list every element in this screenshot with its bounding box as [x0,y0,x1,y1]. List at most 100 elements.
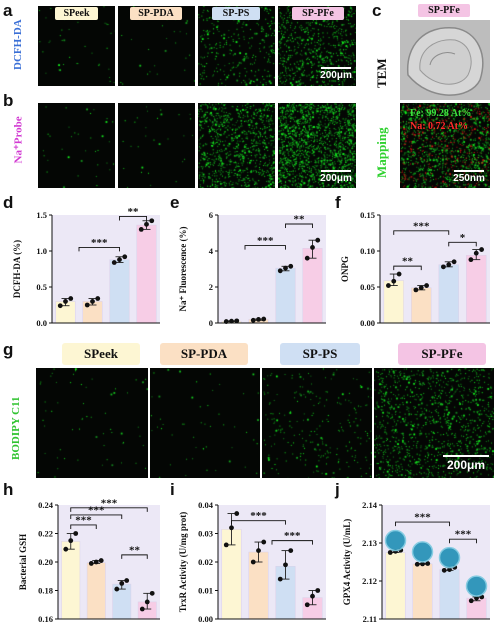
y-axis-label: TrxR Activity (U/mg prot) [178,512,188,612]
significance-label: ** [402,256,414,268]
data-point [310,593,315,599]
bar [438,264,459,324]
data-point [250,317,256,323]
significance-label: *** [257,235,274,247]
fluor-canvas [198,103,275,188]
group-label-g-spps: SP-PS [280,343,360,365]
y-tick-label: 0.18 [38,586,53,596]
data-point [304,255,310,261]
significance-bracket [70,524,97,529]
panel-letter-f: f [335,193,341,212]
data-point [88,561,94,566]
data-point [391,278,397,284]
data-point [420,561,425,567]
panel-letter-a: a [3,1,13,20]
y-tick-label: 0.04 [198,500,214,510]
data-point [256,317,261,322]
mapping-canvas [400,103,490,188]
significance-label: *** [91,237,108,249]
fluor-canvas [150,368,260,478]
data-point [234,511,240,516]
significance-bracket [448,241,477,247]
data-point [114,586,120,592]
data-point [68,538,74,544]
y-tick-label: 0.5 [36,282,47,292]
data-point [234,318,240,324]
data-point [283,265,288,271]
chart-j: 2.11 2.12 2.13 2.14 GPX4 Activity (U/mL) *** *… [342,500,490,624]
data-point [474,595,479,601]
significance-label: *** [88,504,105,516]
tem-image [400,20,490,100]
data-point [288,263,294,269]
tem-particle [400,20,490,100]
data-point [446,262,452,268]
y-tick-label: 1.5 [36,210,47,220]
micrograph-b-sppda [118,103,195,188]
data-point [57,303,63,309]
data-point [304,602,310,608]
data-point [111,260,117,265]
data-point [424,283,429,288]
bar [411,287,432,324]
row-label-dcfh: DCFH-DA [12,19,24,70]
bar [412,563,433,620]
data-point [283,562,288,568]
data-point [250,559,256,565]
micrograph-g-sppda [150,368,260,478]
panel-letter-h: h [3,480,14,499]
y-tick-label: 0.02 [198,557,213,567]
y-tick-label: 0.16 [38,614,53,624]
y-axis-label: Bacterial GSH [18,534,28,590]
micrograph-g-sppfe [374,368,494,478]
group-label-a-speek: SPeek [55,7,98,20]
data-point [117,257,122,263]
data-point [468,598,474,604]
data-point [229,525,234,531]
data-point [418,285,424,291]
mapping-image [400,103,490,188]
data-point [63,546,69,552]
chart-i: 0.00 0.01 0.02 0.03 0.04 TrxR Activity (U/mg … [178,500,326,624]
panel-letter-j: j [335,480,340,499]
bar [385,552,406,620]
significance-bracket [244,245,286,250]
significance-bracket [70,514,123,519]
data-point [149,590,155,596]
y-tick-label: 2.14 [362,500,378,510]
data-point [139,606,145,612]
data-point [144,599,150,605]
significance-label: *** [284,530,301,542]
data-point [441,264,446,270]
y-tick-label: 0.22 [38,529,53,539]
significance-label: ** [294,214,306,226]
y-tick-label: 0 [209,318,213,328]
data-point [93,559,99,565]
row-label-bodipy: BODIPY C11 [10,396,22,460]
y-tick-label: 0.00 [360,318,375,328]
significance-label: *** [101,497,118,509]
data-point [144,221,149,227]
scale-bar-a-text: 200μm [320,70,352,81]
data-point [256,548,261,553]
y-axis-label: DCFH-DA (%) [12,240,22,298]
y-tick-label: 2.12 [362,576,377,586]
data-point [387,550,393,555]
significance-label: *** [455,529,472,541]
group-label-g-sppda: SP-PDA [160,343,248,365]
data-point [413,287,419,293]
significance-bracket [393,230,450,235]
significance-label: *** [413,220,430,232]
y-tick-label: 2 [209,282,213,292]
data-point [98,558,104,563]
y-tick-label: 0.20 [38,557,53,567]
significance-label: * [460,232,466,244]
y-tick-label: 0.05 [360,282,375,292]
significance-bracket [121,554,148,559]
gpx4-sample-well [465,575,488,597]
gpx4-sample-well [438,546,461,569]
gpx4-sample-well [384,529,407,552]
bar [466,255,487,324]
y-tick-label: 0.10 [360,246,375,256]
